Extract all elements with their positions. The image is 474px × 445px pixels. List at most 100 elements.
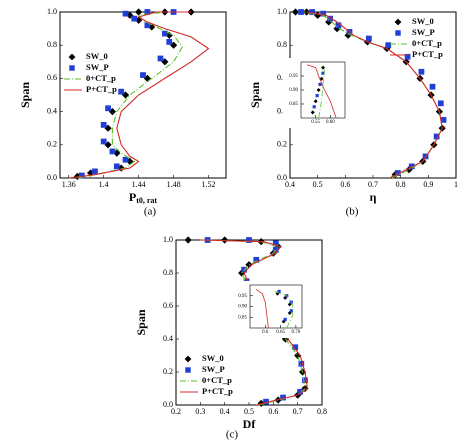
marker [122,10,129,17]
y-tick-label: 0.6 [47,73,57,82]
x-tick-label: 0.9 [423,180,433,189]
legend-label: SW_P [86,62,109,72]
y-tick-label: 0.6 [163,301,173,310]
marker [246,237,252,243]
series-line [274,291,294,329]
marker [272,247,279,253]
legend-label: SW_0 [412,16,434,26]
marker [113,149,121,157]
legend-label: P+CT_p [412,49,443,59]
legend-label: 0+CT_p [412,38,442,48]
marker [140,72,146,78]
x-tick-label: 0.70 [292,330,301,335]
y-tick-label: 0.0 [277,173,287,182]
series-line [68,11,210,179]
marker [440,117,447,123]
x-axis-label-main: P [129,190,136,204]
marker [184,236,192,244]
x-tick-label: 0.65 [276,330,285,335]
y-axis-label: Span [248,82,262,108]
marker [294,351,302,360]
y-tick-label: 1.0 [277,7,287,16]
x-tick-label: 0.5 [244,407,254,416]
legend-marker [69,65,75,71]
marker [318,82,322,86]
y-tick-label: 0.8 [47,40,57,49]
marker [292,344,299,351]
y-tick-label: 0.95 [238,294,247,299]
x-tick-label: 0.2 [171,407,181,416]
y-tick-label: 0.2 [163,367,173,376]
x-tick-label: 0.4 [220,407,230,416]
x-tick-label: 0.7 [368,180,378,189]
plot-frame [59,11,227,179]
marker [321,71,325,75]
x-tick-label: 0.6 [340,180,350,189]
caption: (c) [226,429,239,441]
marker [365,35,372,42]
marker [105,105,111,112]
x-tick-label: 0.4 [285,180,295,189]
series-line [306,11,443,179]
marker [100,122,107,128]
y-tick-label: 0.6 [277,73,287,82]
x-tick-label: 1.44 [132,180,146,189]
legend-label: SW_0 [202,353,224,363]
legend-marker [68,53,76,61]
marker [437,100,444,107]
x-tick-label: 1 [454,180,458,189]
marker [395,170,401,176]
legend-label: P+CT_p [86,84,117,94]
marker [122,156,129,163]
marker [321,65,325,70]
y-tick-label: 0.95 [289,74,298,79]
y-tick-label: 0.8 [163,268,173,277]
y-tick-label: 0.0 [47,173,57,182]
marker [302,377,308,384]
marker [263,398,269,405]
legend-label: 0+CT_p [86,73,116,83]
marker [291,8,300,16]
x-axis-label: Pt0, rat [129,190,158,205]
y-tick-label: 0.4 [277,106,287,115]
marker [277,289,281,294]
y-tick-label: 0.90 [238,305,247,310]
marker [109,148,116,155]
marker [283,317,287,321]
marker [335,22,342,29]
marker [418,68,425,75]
y-axis-label: Span [134,309,148,335]
y-tick-label: 0.0 [163,400,173,409]
marker [221,236,229,244]
caption: (b) [346,206,359,218]
legend-marker [184,355,192,363]
x-tick-label: 0.60 [326,120,335,125]
marker [274,243,282,251]
marker [313,99,318,104]
marker [404,53,411,60]
legend-label: 0+CT_p [202,375,232,385]
caption: (a) [144,206,157,218]
x-axis-label-main: Df [243,417,257,431]
marker [161,30,168,37]
marker [272,240,279,247]
y-tick-label: 1.0 [163,235,173,244]
x-tick-label: 0.8 [396,180,406,189]
marker [100,138,107,145]
x-tick-label: 1.36 [62,180,76,189]
marker [310,110,315,115]
marker [297,388,303,395]
x-axis-label-sub: t0, rat [136,196,157,205]
series-line [77,11,192,179]
series-line [306,64,337,119]
marker [78,172,85,179]
marker [169,41,178,49]
x-tick-label: 0.6 [268,407,278,416]
y-axis-label: Span [18,82,32,108]
legend-label: SW_P [202,364,225,374]
legend-marker [395,30,401,36]
marker [298,360,305,367]
marker [315,94,319,98]
legend-label: SW_0 [86,51,108,61]
